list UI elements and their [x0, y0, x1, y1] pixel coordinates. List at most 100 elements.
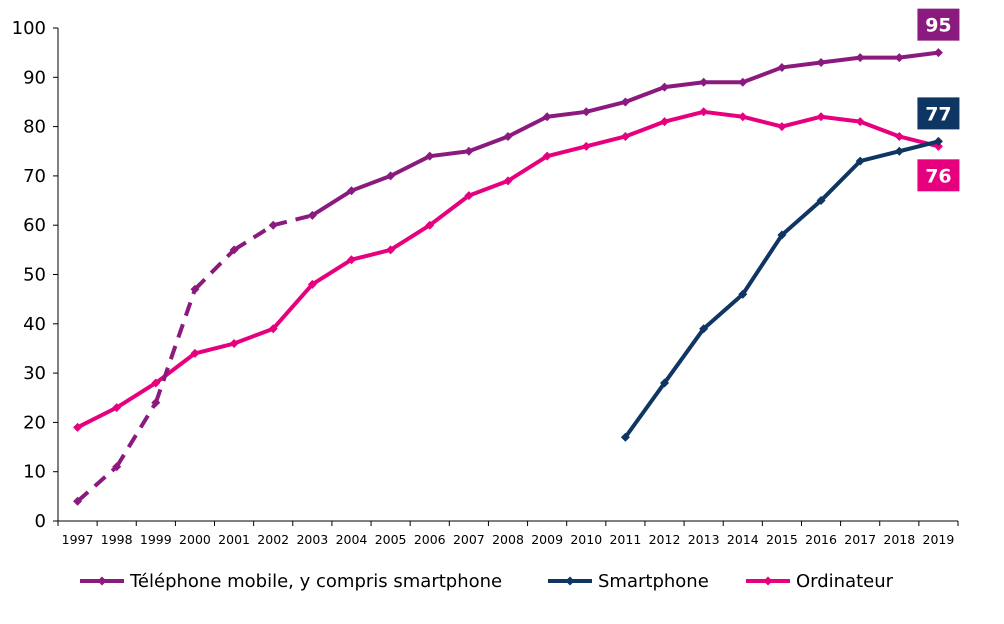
- y-tick-label: 30: [23, 363, 46, 384]
- data-point: [386, 245, 396, 255]
- data-point: [894, 53, 904, 63]
- data-point: [660, 378, 670, 388]
- data-point: [151, 378, 161, 388]
- series-3: [73, 107, 943, 432]
- data-point: [816, 58, 826, 68]
- series-segment: [232, 326, 276, 346]
- series-segment: [388, 223, 432, 252]
- y-tick-label: 40: [23, 314, 46, 335]
- data-point: [660, 82, 670, 92]
- x-tick-label: 2003: [296, 532, 328, 547]
- data-point: [425, 151, 435, 161]
- data-point: [738, 289, 748, 299]
- x-tick-label: 2018: [883, 532, 915, 547]
- y-tick-label: 60: [23, 215, 46, 236]
- data-point: [777, 62, 787, 72]
- end-labels: 95 77 76: [917, 8, 960, 192]
- data-point: [777, 230, 787, 240]
- series-segment: [466, 134, 510, 154]
- series-segment: [662, 80, 706, 90]
- x-tick-label: 2013: [688, 532, 720, 547]
- series-segment: [701, 292, 745, 331]
- x-tick-label: 2015: [766, 532, 798, 547]
- x-tick-label: 2011: [609, 532, 641, 547]
- y-tick-label: 100: [12, 18, 46, 39]
- series-segment: [545, 144, 589, 159]
- data-point: [660, 117, 670, 127]
- data-point: [777, 122, 787, 132]
- data-point: [855, 53, 865, 63]
- series-segment: [819, 55, 863, 65]
- y-tick-label: 80: [23, 117, 46, 138]
- data-point: [620, 97, 630, 107]
- series-segment: [858, 149, 902, 164]
- data-point: [229, 339, 239, 349]
- data-point: [542, 151, 552, 161]
- series-segment: [427, 149, 471, 159]
- series-segment: [897, 139, 941, 154]
- data-point: [542, 112, 552, 122]
- series-segment: [897, 50, 941, 60]
- data-point: [620, 131, 630, 141]
- data-point: [855, 156, 865, 166]
- series-segment: [271, 282, 315, 331]
- series-segment: [272, 213, 313, 228]
- data-point: [933, 141, 943, 151]
- series-segment: [740, 233, 784, 297]
- data-point: [581, 141, 591, 151]
- series-segment: [819, 114, 863, 124]
- series-segment: [153, 351, 197, 385]
- x-tick-label: 2012: [649, 532, 681, 547]
- data-point: [268, 220, 278, 230]
- series-segment: [310, 257, 354, 287]
- series-segment: [623, 85, 667, 104]
- end-value-badge-bg: [917, 159, 960, 192]
- data-point: [581, 107, 591, 117]
- data-point: [464, 146, 474, 156]
- data-point: [73, 422, 83, 432]
- data-point: [268, 324, 278, 334]
- data-point: [894, 131, 904, 141]
- series-segment: [545, 109, 589, 119]
- end-value-badge: 95: [917, 8, 960, 41]
- legend-item: Ordinateur: [746, 571, 894, 592]
- legend-marker: [565, 576, 575, 586]
- series-2: [620, 136, 943, 442]
- series-segment: [466, 178, 510, 198]
- series-segment: [75, 405, 119, 430]
- data-point: [386, 171, 396, 181]
- data-point: [503, 131, 513, 141]
- series-segment: [740, 114, 784, 129]
- legend-item: Téléphone mobile, y compris smartphone: [80, 571, 502, 592]
- data-point: [699, 107, 709, 117]
- legend-label: Ordinateur: [796, 571, 894, 592]
- series-segment: [349, 173, 393, 193]
- series-segment: [388, 154, 432, 178]
- series-segment: [427, 193, 471, 228]
- y-tick-label: 50: [23, 265, 46, 286]
- series-segment: [506, 114, 550, 139]
- data-point: [816, 112, 826, 122]
- x-tick-label: 2006: [414, 532, 446, 547]
- data-point: [503, 176, 513, 186]
- data-point: [933, 136, 943, 146]
- legend-label: Smartphone: [598, 571, 709, 592]
- data-point: [855, 117, 865, 127]
- end-value-label: 76: [925, 165, 951, 187]
- series-segment: [76, 465, 119, 503]
- series-layer: [73, 48, 943, 506]
- data-point: [699, 324, 709, 334]
- x-tick-label: 2007: [453, 532, 485, 547]
- end-value-badge-bg: [917, 8, 960, 41]
- series-segment: [623, 119, 667, 139]
- data-point: [738, 112, 748, 122]
- x-tick-label: 2016: [805, 532, 837, 547]
- y-tick-label: 70: [23, 166, 46, 187]
- data-point: [699, 77, 709, 87]
- series-segment: [584, 99, 628, 114]
- data-point: [73, 496, 83, 506]
- series-segment: [153, 288, 197, 404]
- data-point: [190, 284, 200, 294]
- y-tick-label: 20: [23, 412, 46, 433]
- series-segment: [506, 154, 550, 183]
